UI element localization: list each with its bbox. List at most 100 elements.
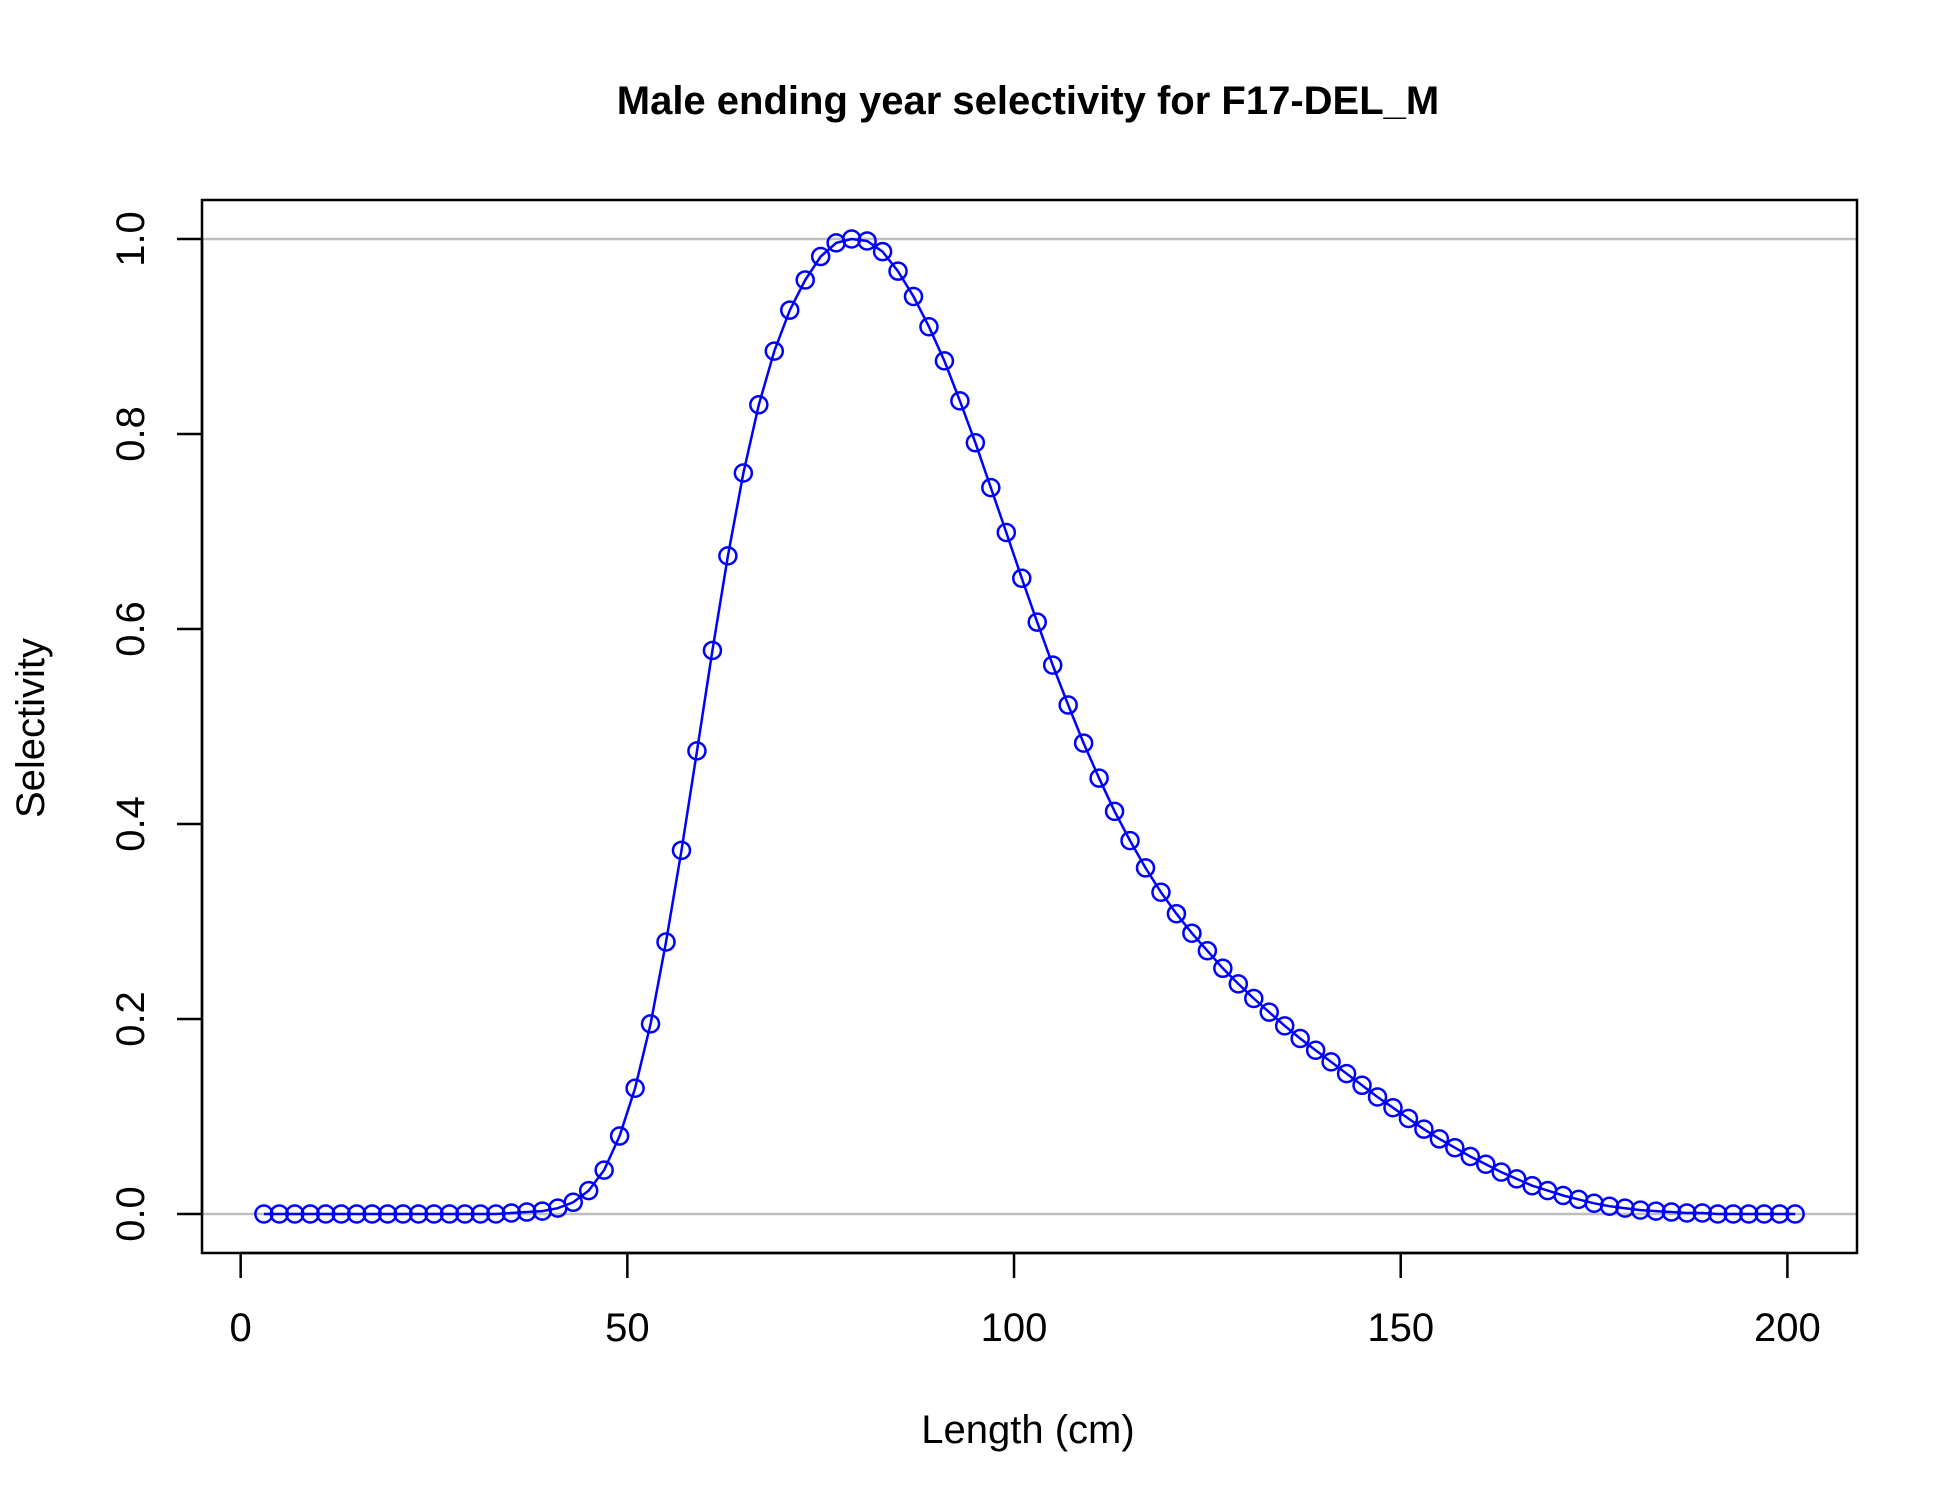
data-point [1197,941,1218,961]
data-point [1244,988,1264,1009]
data-point [702,640,723,661]
data-point [1460,1146,1481,1167]
data-point [563,1192,583,1213]
data-point [1352,1075,1372,1096]
data-point [517,1202,537,1222]
data-point [1754,1204,1774,1224]
data-point [1708,1204,1728,1224]
data-point [1723,1204,1744,1224]
data-point [1012,568,1032,589]
data-point [254,1204,274,1224]
data-point [1398,1108,1419,1129]
data-point [1646,1201,1666,1221]
data-point [857,231,877,251]
data-point [625,1078,645,1098]
data-point [810,246,831,267]
data-point [331,1204,351,1224]
x-tick-label: 200 [1754,1306,1821,1350]
data-point [1692,1203,1713,1223]
data-point [764,341,785,361]
data-point [470,1204,491,1224]
data-point [656,932,676,952]
chart-title: Male ending year selectivity for F17-DEL… [617,79,1439,123]
data-point [733,463,754,483]
y-axis-label: Selectivity [9,638,53,818]
data-point [300,1204,321,1224]
data-point [934,351,955,371]
data-point [1630,1200,1651,1220]
data-point [1089,768,1109,788]
data-point [393,1204,413,1224]
data-point [1305,1040,1326,1060]
data-point [1476,1154,1496,1175]
data-point [486,1204,506,1224]
y-axis: 0.0 0.2 0.4 0.6 0.8 1.0 [109,211,204,1242]
data-point [1274,1016,1295,1036]
data-point [1321,1052,1341,1072]
x-axis: 0 50 100 150 200 [230,1251,1821,1350]
data-point [950,391,970,411]
data-point [1135,858,1156,878]
x-tick-label: 50 [605,1306,650,1350]
data-point [671,840,692,861]
x-tick-label: 100 [981,1306,1048,1350]
data-point [1414,1119,1434,1139]
data-point [1290,1028,1310,1049]
data-point [718,546,738,566]
data-point [1151,882,1171,902]
data-point [377,1204,398,1224]
data-point [269,1204,290,1224]
data-point [1383,1097,1403,1118]
data-point [578,1180,599,1201]
data-point [1769,1204,1790,1224]
data-point [1042,655,1063,675]
data-point [1599,1196,1620,1216]
y-tick-label: 0.0 [109,1186,153,1242]
data-point [1120,830,1140,851]
y-tick-label: 1.0 [109,211,153,267]
y-tick-label: 0.2 [109,991,153,1047]
data-point [315,1204,336,1224]
series-line [263,237,1796,1216]
data-point [640,1014,661,1034]
data-point [1182,923,1202,943]
data-point [965,433,986,453]
data-point [1429,1129,1450,1149]
data-point [1367,1087,1388,1107]
data-point [439,1204,460,1224]
data-point [841,229,862,249]
data-point [1058,695,1078,715]
data-point [594,1160,614,1180]
data-point [981,477,1001,498]
data-point [1738,1204,1759,1224]
data-point [919,317,939,337]
data-point [346,1204,367,1224]
data-point [1104,801,1125,822]
data-point [749,395,769,415]
data-point [455,1204,475,1224]
data-point [1661,1202,1682,1222]
y-tick-label: 0.6 [109,601,153,657]
y-tick-label: 0.8 [109,406,153,462]
data-point [780,300,800,320]
data-point [1166,903,1187,924]
data-point [872,241,893,262]
data-point [795,270,815,290]
series-layer [254,229,1805,1224]
data-point [996,522,1017,543]
data-point [609,1126,630,1146]
data-point [687,741,707,761]
data-point [1228,974,1249,994]
data-point [1027,612,1047,632]
y-tick-label: 0.4 [109,796,153,852]
data-point [1336,1063,1357,1084]
x-tick-label: 150 [1367,1306,1434,1350]
data-point [1073,733,1094,753]
x-axis-label: Length (cm) [921,1408,1134,1452]
data-point [424,1204,444,1224]
data-point [1445,1137,1465,1158]
data-point [1491,1162,1512,1182]
data-point [362,1204,382,1224]
data-point [1213,958,1233,979]
